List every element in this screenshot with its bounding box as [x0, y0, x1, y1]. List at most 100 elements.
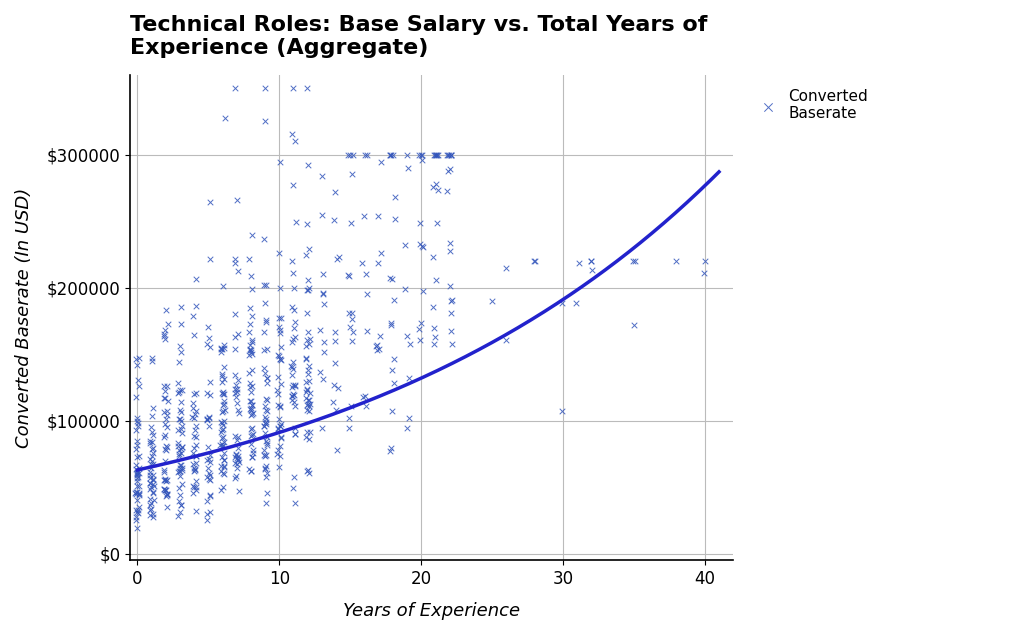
- Converted
Baserate: [170, 511, 186, 521]
- Converted
Baserate: [172, 460, 188, 470]
- Converted
Baserate: [284, 361, 300, 371]
- Converted
Baserate: [286, 283, 302, 293]
- Converted
Baserate: [171, 483, 187, 493]
- Converted
Baserate: [383, 319, 399, 330]
- Converted
Baserate: [401, 339, 418, 349]
- Converted
Baserate: [172, 385, 188, 395]
- Converted
Baserate: [299, 465, 315, 476]
- Converted
Baserate: [128, 489, 144, 499]
- Converted
Baserate: [425, 252, 441, 262]
- Converted
Baserate: [171, 357, 187, 367]
- Converted
Baserate: [174, 428, 190, 438]
- Converted
Baserate: [286, 305, 302, 315]
- Converted
Baserate: [244, 452, 260, 462]
- Converted
Baserate: [442, 326, 459, 337]
- Converted
Baserate: [270, 422, 287, 432]
- Converted
Baserate: [430, 185, 446, 195]
- Converted
Baserate: [414, 318, 430, 328]
- Converted
Baserate: [130, 472, 146, 482]
- Converted
Baserate: [626, 319, 642, 330]
- Converted
Baserate: [144, 479, 161, 489]
- Converted
Baserate: [244, 284, 260, 295]
- Converted
Baserate: [358, 269, 375, 279]
- Converted
Baserate: [202, 450, 218, 460]
- Converted
Baserate: [412, 150, 428, 160]
- Converted
Baserate: [256, 327, 272, 337]
- Converted
Baserate: [157, 485, 173, 495]
- Converted
Baserate: [199, 415, 215, 425]
- Converted
Baserate: [326, 398, 342, 408]
- Converted
Baserate: [258, 344, 274, 354]
- Converted
Baserate: [172, 341, 188, 351]
- Converted
Baserate: [259, 395, 275, 405]
- Converted
Baserate: [256, 421, 272, 431]
- Converted
Baserate: [272, 355, 289, 365]
- Converted
Baserate: [399, 150, 416, 160]
- Converted
Baserate: [285, 180, 301, 190]
- Converted
Baserate: [170, 425, 186, 435]
- Converted
Baserate: [229, 266, 246, 276]
- Converted
Baserate: [426, 339, 442, 349]
- Converted
Baserate: [215, 467, 231, 478]
- Converted
Baserate: [245, 408, 261, 418]
- Converted
Baserate: [170, 467, 186, 477]
- Converted
Baserate: [243, 387, 259, 398]
- Converted
Baserate: [284, 337, 300, 347]
- Converted
Baserate: [145, 443, 162, 453]
- Converted
Baserate: [243, 403, 259, 413]
- Converted
Baserate: [142, 467, 159, 477]
- Converted
Baserate: [229, 195, 246, 205]
- Converted
Baserate: [400, 163, 417, 173]
- Converted
Baserate: [188, 406, 205, 416]
- Converted
Baserate: [298, 427, 314, 438]
- Converted
Baserate: [343, 401, 359, 411]
- Converted
Baserate: [272, 379, 289, 389]
- Converted
Baserate: [214, 432, 230, 442]
- Converted
Baserate: [301, 334, 317, 344]
- Converted
Baserate: [288, 217, 304, 227]
- Converted
Baserate: [127, 488, 143, 498]
- Converted
Baserate: [259, 432, 275, 443]
- Converted
Baserate: [199, 388, 215, 398]
- Converted
Baserate: [202, 457, 218, 467]
- Converted
Baserate: [439, 186, 456, 196]
- Converted
Baserate: [230, 432, 247, 442]
- Converted
Baserate: [242, 304, 258, 314]
- Converted
Baserate: [257, 451, 273, 461]
- Converted
Baserate: [387, 213, 403, 224]
- Converted
Baserate: [242, 464, 258, 474]
- Converted
Baserate: [157, 392, 173, 403]
- Converted
Baserate: [327, 337, 343, 347]
- Converted
Baserate: [243, 431, 259, 441]
- Converted
Baserate: [625, 256, 641, 266]
- Converted
Baserate: [344, 337, 360, 347]
- Legend: Converted
Baserate: Converted Baserate: [746, 83, 873, 127]
- Converted
Baserate: [382, 446, 398, 457]
- Converted
Baserate: [259, 373, 275, 383]
- Converted
Baserate: [297, 354, 313, 364]
- Converted
Baserate: [131, 450, 147, 460]
- Converted
Baserate: [230, 404, 247, 415]
- Converted
Baserate: [184, 488, 201, 498]
- Converted
Baserate: [142, 500, 159, 510]
- Converted
Baserate: [272, 432, 289, 442]
- Converted
Baserate: [216, 461, 232, 471]
- Converted
Baserate: [314, 171, 331, 181]
- Converted
Baserate: [356, 150, 373, 160]
- Converted
Baserate: [269, 385, 286, 396]
- Converted
Baserate: [284, 382, 300, 392]
- Converted
Baserate: [286, 391, 302, 401]
- Converted
Baserate: [216, 399, 232, 409]
- Converted
Baserate: [213, 427, 229, 437]
- Converted
Baserate: [199, 515, 215, 525]
- Converted
Baserate: [227, 332, 244, 342]
- Converted
Baserate: [227, 471, 244, 481]
- Converted
Baserate: [229, 459, 246, 469]
- Converted
Baserate: [159, 422, 175, 432]
- Converted
Baserate: [159, 475, 175, 485]
- Converted
Baserate: [343, 218, 359, 228]
- Converted
Baserate: [412, 218, 428, 229]
- Converted
Baserate: [287, 498, 303, 508]
- Converted
Baserate: [227, 473, 244, 483]
- Converted
Baserate: [285, 83, 301, 93]
